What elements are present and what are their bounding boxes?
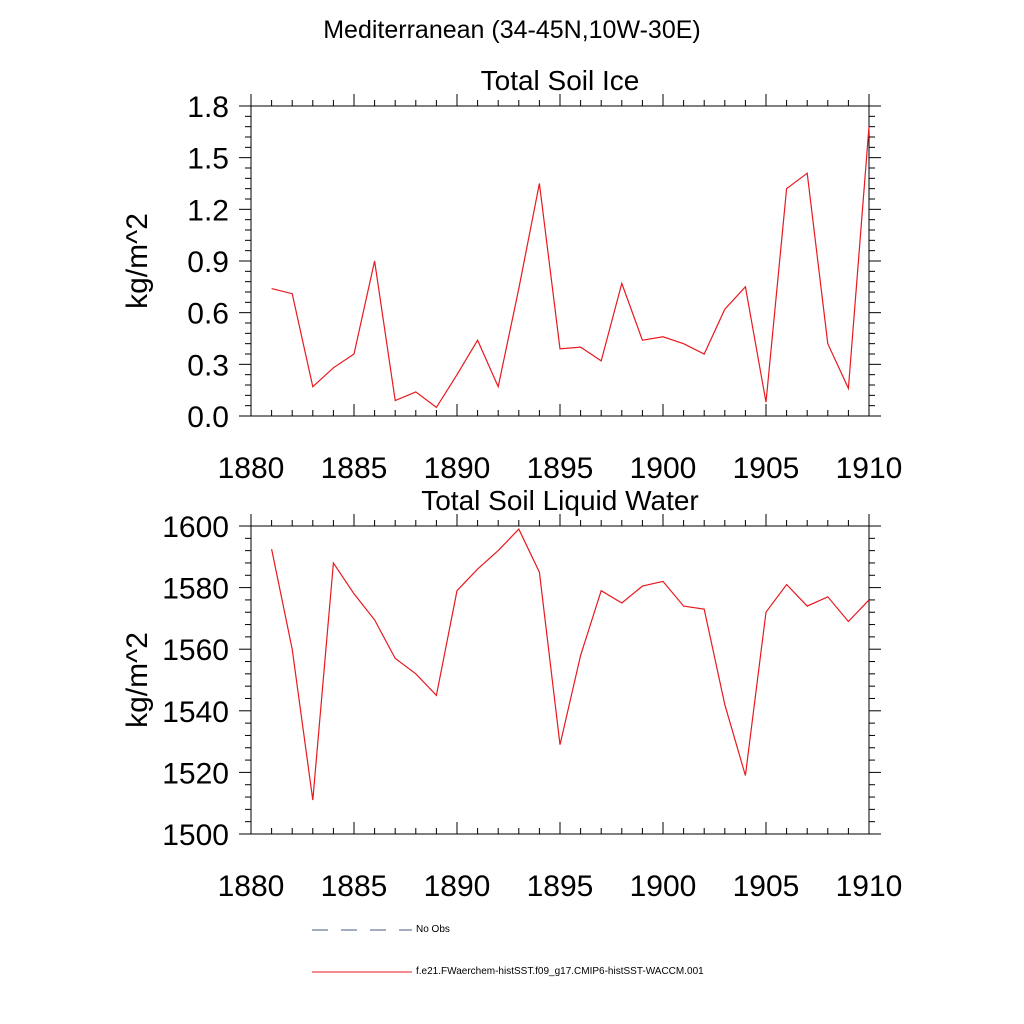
- chart2-xtick-label: 1905: [733, 870, 800, 903]
- chart1-title: Total Soil Ice: [481, 65, 640, 96]
- chart2-xtick-label: 1910: [836, 870, 903, 903]
- chart2-ytick-label: 1600: [162, 511, 229, 544]
- chart1-ytick-label: 0.9: [187, 246, 229, 279]
- legend-model-label: f.e21.FWaerchem-histSST.f09_g17.CMIP6-hi…: [416, 966, 704, 977]
- chart1-xtick-label: 1910: [836, 452, 903, 485]
- chart2-ytick-label: 1560: [162, 634, 229, 667]
- chart2-xtick-label: 1895: [527, 870, 594, 903]
- chart1-xtick-label: 1895: [527, 452, 594, 485]
- chart2-series-line-1: [271, 528, 870, 801]
- legend-no-obs-label: No Obs: [416, 924, 450, 935]
- chart1-xtick-label: 1885: [321, 452, 388, 485]
- chart1-ytick-label: 0.6: [187, 298, 229, 331]
- chart1-xtick-label: 1890: [424, 452, 491, 485]
- chart2-xtick-label: 1890: [424, 870, 491, 903]
- chart1-ytick-label: 1.5: [187, 143, 229, 176]
- chart2-ytick-label: 1540: [162, 696, 229, 729]
- chart1-xtick-label: 1880: [218, 452, 285, 485]
- chart2-ytick-label: 1580: [162, 573, 229, 606]
- chart1-ylabel: kg/m^2: [121, 213, 154, 309]
- chart2-xtick-label: 1900: [630, 870, 697, 903]
- chart2-xtick-label: 1880: [218, 870, 285, 903]
- chart2-ylabel: kg/m^2: [121, 632, 154, 728]
- chart2-xtick-label: 1885: [321, 870, 388, 903]
- page-title: Mediterranean (34-45N,10W-30E): [323, 16, 701, 44]
- chart1-ytick-label: 0.3: [187, 349, 229, 382]
- chart2-ytick-label: 1520: [162, 757, 229, 790]
- chart1-series-line-1: [271, 126, 870, 409]
- chart1-ytick-label: 1.2: [187, 194, 229, 227]
- chart2-title: Total Soil Liquid Water: [421, 485, 699, 516]
- chart1-ytick-label: 0.0: [187, 401, 229, 434]
- chart1-xtick-label: 1900: [630, 452, 697, 485]
- chart2-ytick-label: 1500: [162, 819, 229, 852]
- chart1-ytick-label: 1.8: [187, 91, 229, 124]
- chart1-xtick-label: 1905: [733, 452, 800, 485]
